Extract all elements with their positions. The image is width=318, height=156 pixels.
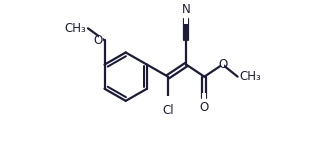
Text: Cl: Cl [162, 104, 174, 117]
Bar [75, 21, 86, 36]
Bar [202, 93, 206, 108]
Bar [184, 9, 188, 24]
Bar [239, 69, 251, 84]
Text: O: O [94, 34, 103, 47]
Text: CH₃: CH₃ [65, 22, 86, 35]
Bar [99, 33, 103, 48]
Text: N: N [182, 3, 190, 16]
Text: O: O [200, 101, 209, 114]
Text: CH₃: CH₃ [239, 70, 261, 83]
Text: O: O [218, 58, 227, 71]
Bar [221, 57, 225, 72]
Bar [164, 96, 172, 111]
